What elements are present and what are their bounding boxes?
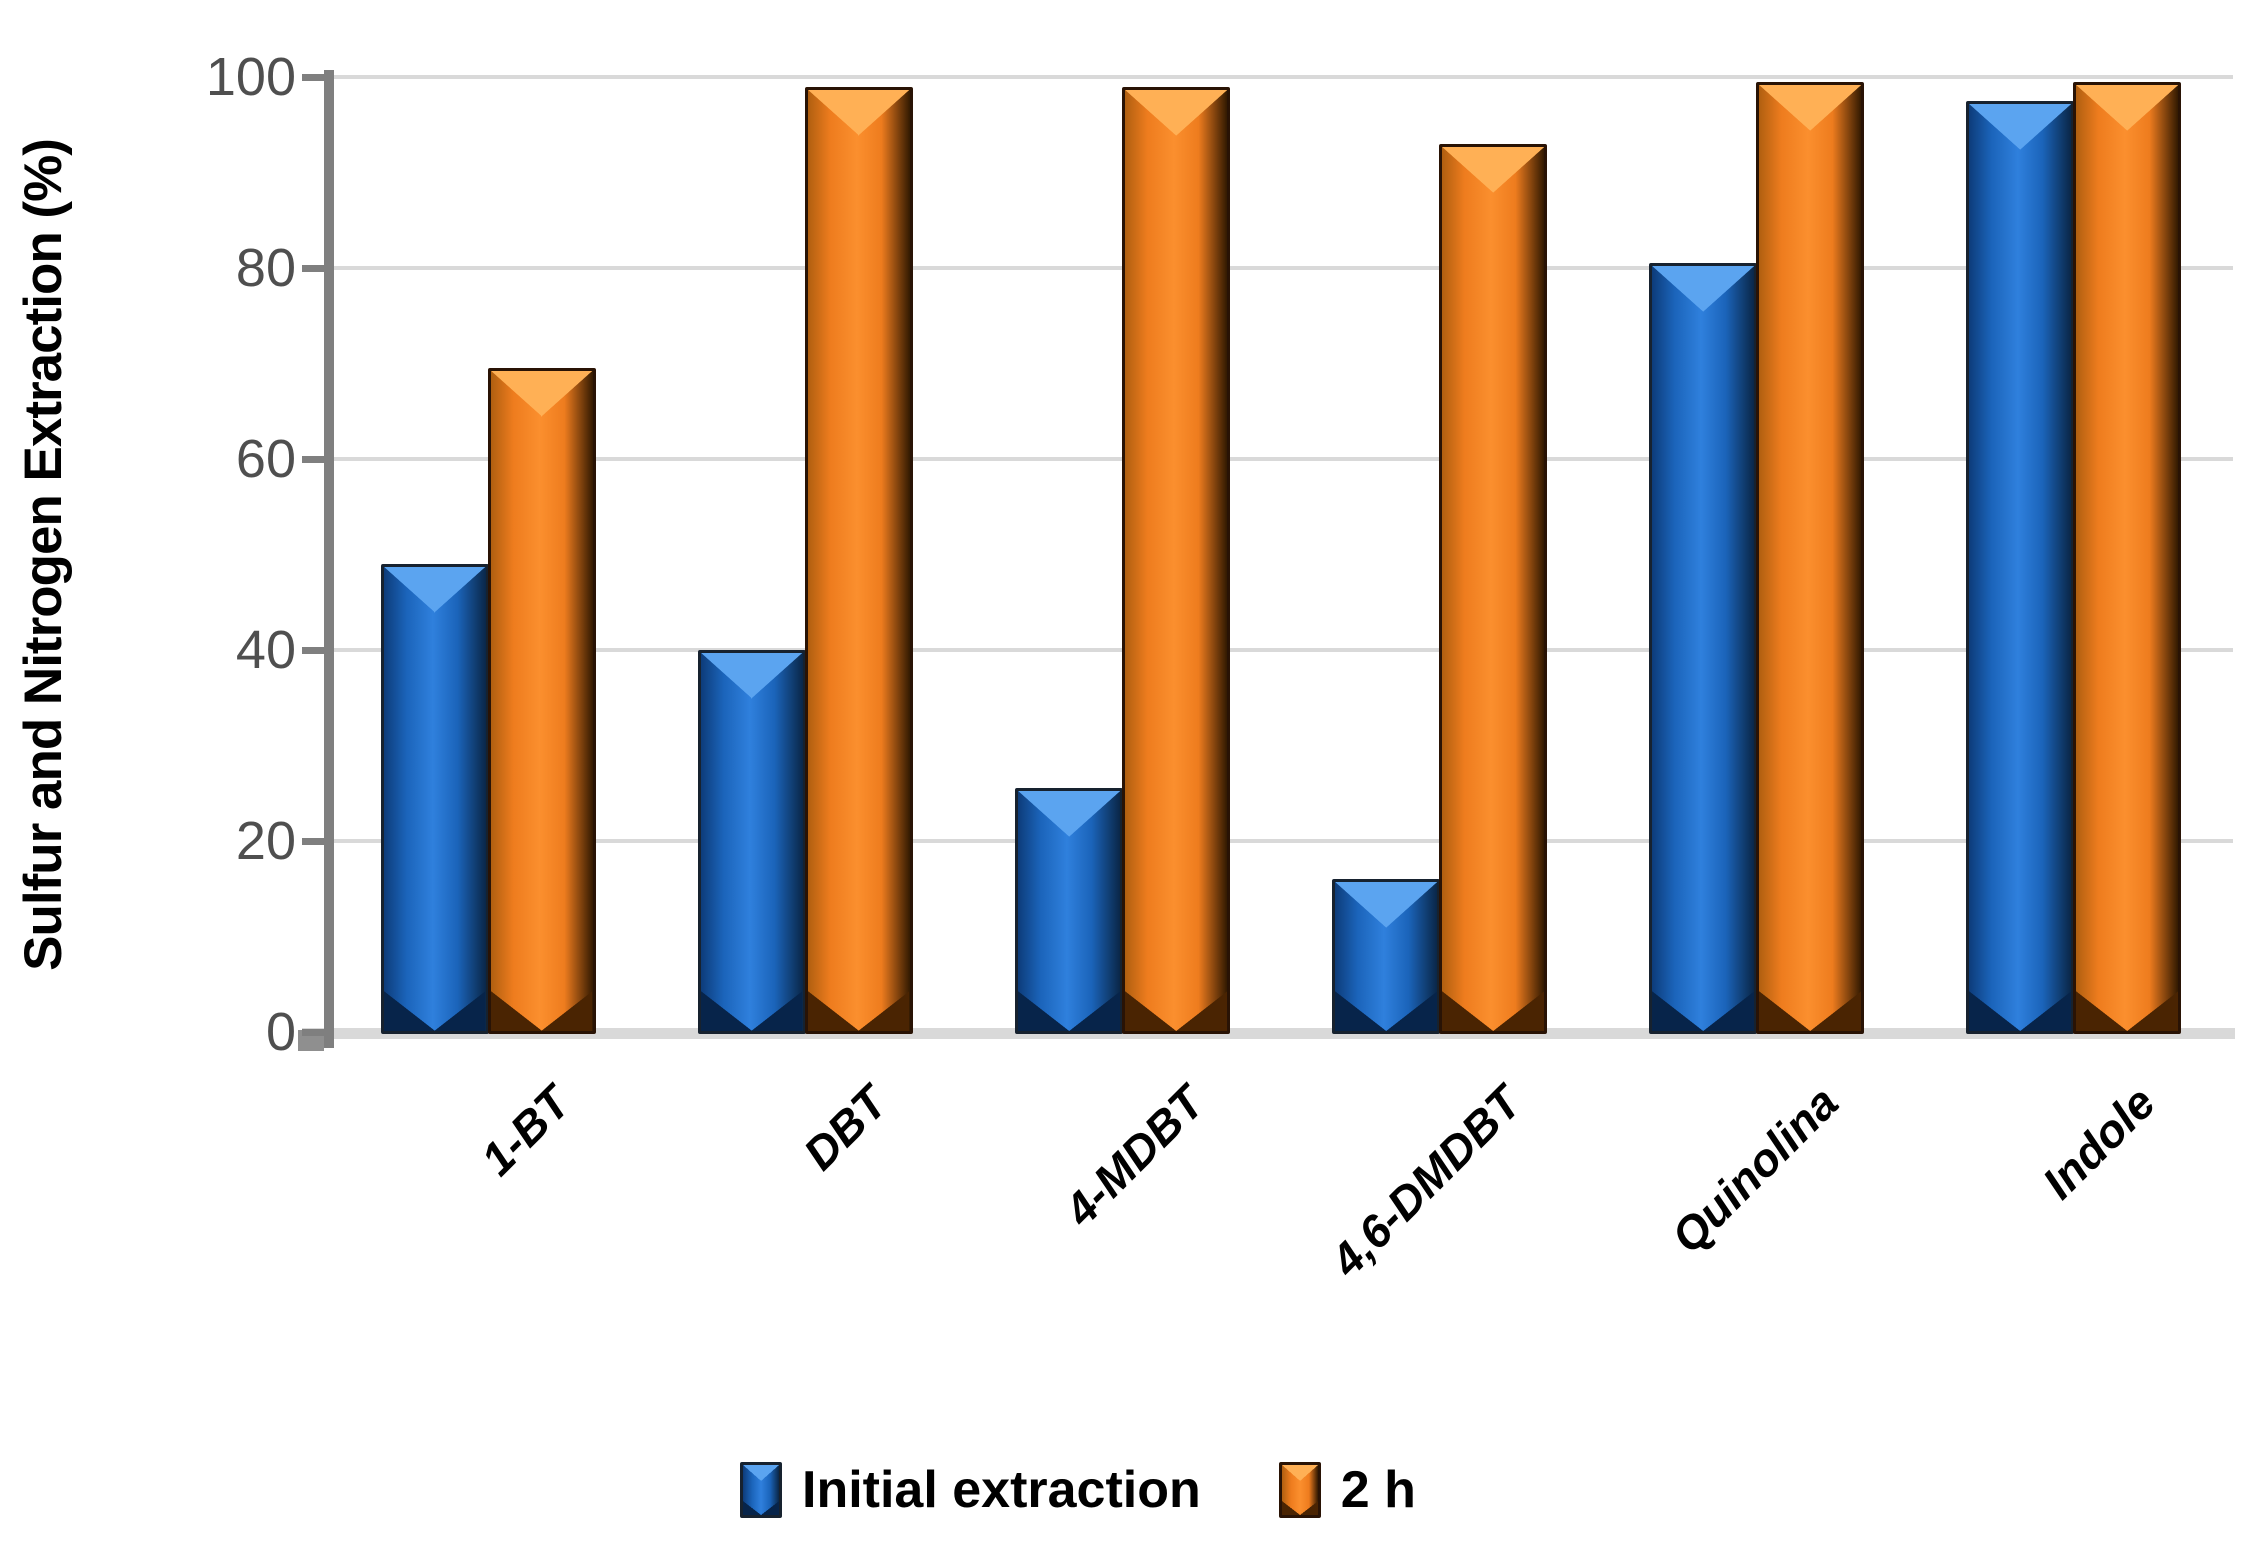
x-category-label: 4-MDBT: [1054, 1076, 1214, 1236]
bar-initial-extraction-quinolina: [1649, 263, 1758, 1034]
y-tick: [302, 456, 334, 463]
y-gridline: [334, 266, 2233, 270]
y-tick: [302, 838, 334, 845]
y-tick-label: 0: [265, 1002, 296, 1062]
y-gridline: [334, 839, 2233, 843]
y-gridline: [334, 648, 2233, 652]
y-tick: [302, 265, 334, 272]
y-tick-label: 20: [235, 811, 296, 871]
legend-swatch-initial-extraction: [740, 1462, 782, 1518]
legend-label: 2 h: [1340, 1461, 1416, 1519]
x-category-label: Quinolina: [1661, 1076, 1849, 1263]
bar-2-h-indole: [2073, 81, 2182, 1034]
y-axis-title: Sulfur and Nitrogen Extraction (%): [14, 139, 73, 971]
bar-2-h-quinolina: [1756, 81, 1865, 1034]
x-category-label: Indole: [2032, 1076, 2166, 1209]
bar-initial-extraction-1-bt: [380, 564, 489, 1034]
bar-initial-extraction-4-mdbt: [1014, 788, 1123, 1034]
bar-2-h-4-mdbt: [1121, 86, 1230, 1034]
bar-initial-extraction-4-6-dmdbt: [1332, 879, 1441, 1034]
y-gridline: [334, 75, 2233, 79]
bar-2-h-4-6-dmdbt: [1439, 143, 1548, 1034]
x-category-label: DBT: [793, 1076, 897, 1180]
y-tick: [302, 647, 334, 654]
legend: Initial extraction 2 h: [740, 1448, 1416, 1532]
y-tick-label: 100: [205, 47, 296, 107]
y-tick-label: 60: [235, 429, 296, 489]
bar-initial-extraction-dbt: [697, 650, 806, 1034]
x-category-label: 4,6-DMDBT: [1320, 1076, 1531, 1287]
legend-label: Initial extraction: [802, 1461, 1201, 1519]
y-tick: [302, 74, 334, 81]
bar-2-h-1-bt: [487, 368, 596, 1034]
y-tick: [302, 1029, 334, 1036]
plot-floor: [302, 1028, 2235, 1039]
bar-initial-extraction-indole: [1966, 100, 2075, 1034]
bar-2-h-dbt: [804, 86, 913, 1034]
y-axis-line: [324, 70, 334, 1048]
y-gridline: [334, 457, 2233, 461]
y-tick-label: 80: [235, 238, 296, 298]
legend-swatch-2-h: [1278, 1462, 1321, 1518]
x-category-label: 1-BT: [470, 1076, 580, 1186]
y-tick-label: 40: [235, 620, 296, 680]
